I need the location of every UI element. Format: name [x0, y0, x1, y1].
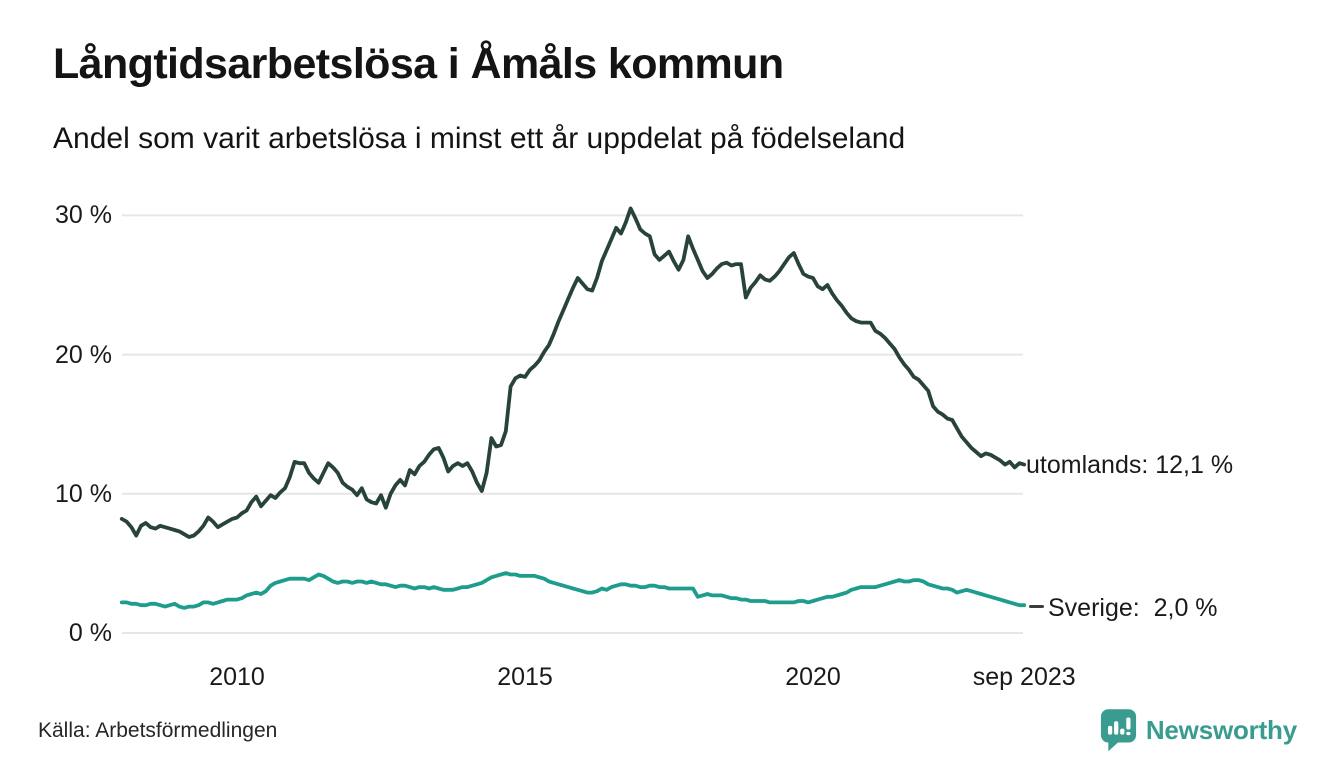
- newsworthy-chart-bubble-icon: [1100, 709, 1136, 752]
- series-line-Sverige: [119, 571, 1027, 610]
- x-tick-2020: 2020: [785, 663, 841, 691]
- page-subtitle: Andel som varit arbetslösa i minst ett å…: [53, 122, 906, 155]
- series-label-sverige: Sverige: 2,0 %: [1048, 594, 1218, 622]
- y-tick-10: 10 %: [55, 479, 112, 508]
- y-tick-0: 0 %: [68, 619, 112, 647]
- source-note: Källa: Arbetsförmedlingen: [38, 719, 278, 742]
- sverige-leader-dash: [1029, 605, 1044, 608]
- y-tick-30: 30 %: [55, 201, 112, 230]
- x-tick-2015: 2015: [497, 663, 553, 691]
- newsworthy-wordmark: Newsworthy: [1145, 715, 1297, 745]
- newsworthy-logo: Newsworthy: [1100, 708, 1297, 752]
- page-title: Långtidsarbetslösa i Åmåls kommun: [53, 40, 784, 88]
- x-tick-sep-2023: sep 2023: [972, 663, 1076, 691]
- series-label-utomlands: utomlands: 12,1 %: [1026, 451, 1234, 479]
- x-tick-2010: 2010: [209, 663, 265, 691]
- y-tick-20: 20 %: [55, 340, 112, 369]
- series-line-utomlands: [119, 206, 1027, 539]
